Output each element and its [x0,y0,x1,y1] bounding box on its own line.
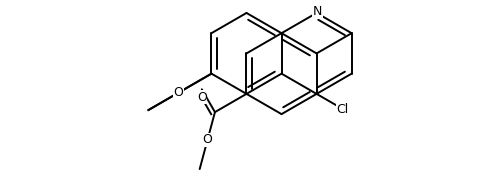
Text: N: N [312,5,322,18]
Text: O: O [197,91,206,104]
Text: O: O [202,133,212,146]
Text: O: O [173,86,183,99]
Text: Cl: Cl [336,103,349,116]
